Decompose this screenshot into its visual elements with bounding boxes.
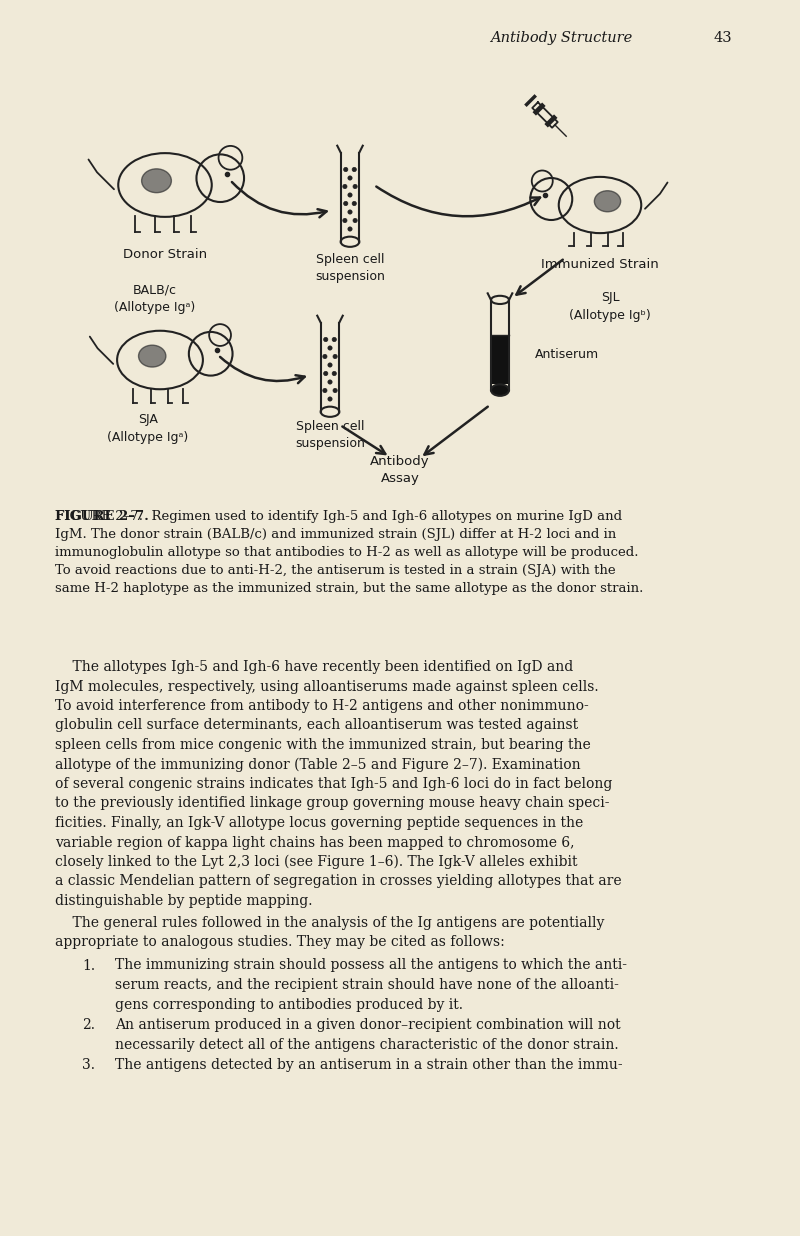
Bar [491, 335, 509, 384]
Circle shape [344, 167, 348, 172]
Text: spleen cells from mice congenic with the immunized strain, but bearing the: spleen cells from mice congenic with the… [55, 738, 590, 751]
Text: 3.: 3. [82, 1058, 95, 1072]
Text: FIGURE 2–7.: FIGURE 2–7. [55, 510, 149, 523]
Circle shape [328, 397, 332, 402]
Text: BALB/c: BALB/c [133, 283, 177, 297]
Circle shape [348, 193, 352, 197]
Circle shape [328, 363, 332, 367]
Circle shape [348, 227, 352, 231]
Text: The general rules followed in the analysis of the Ig antigens are potentially: The general rules followed in the analys… [55, 916, 604, 929]
Circle shape [322, 355, 327, 358]
Text: closely linked to the Lyt 2,3 loci (see Figure 1–6). The Igk-V alleles exhibit: closely linked to the Lyt 2,3 loci (see … [55, 855, 578, 869]
Text: The immunizing strain should possess all the antigens to which the anti-: The immunizing strain should possess all… [115, 958, 627, 973]
Circle shape [328, 379, 332, 384]
Text: Antibody
Assay: Antibody Assay [370, 455, 430, 485]
Circle shape [353, 184, 358, 189]
Text: Spleen cell
suspension: Spleen cell suspension [315, 253, 385, 283]
Text: ficities. Finally, an Igk-V allotype locus governing peptide sequences in the: ficities. Finally, an Igk-V allotype loc… [55, 816, 583, 831]
Text: SJA: SJA [138, 414, 158, 426]
Text: to the previously identified linkage group governing mouse heavy chain speci-: to the previously identified linkage gro… [55, 796, 610, 811]
Circle shape [324, 337, 328, 341]
Text: 2.: 2. [82, 1018, 95, 1032]
Text: appropriate to analogous studies. They may be cited as follows:: appropriate to analogous studies. They m… [55, 934, 505, 949]
Text: (Allotype Igᵃ): (Allotype Igᵃ) [114, 302, 196, 314]
Text: Antiserum: Antiserum [535, 349, 599, 361]
Circle shape [333, 388, 338, 393]
Text: necessarily detect all of the antigens characteristic of the donor strain.: necessarily detect all of the antigens c… [115, 1037, 618, 1052]
Ellipse shape [594, 190, 621, 211]
Text: distinguishable by peptide mapping.: distinguishable by peptide mapping. [55, 894, 313, 908]
Text: a classic Mendelian pattern of segregation in crosses yielding allotypes that ar: a classic Mendelian pattern of segregati… [55, 875, 622, 889]
Circle shape [328, 346, 332, 350]
Circle shape [324, 371, 328, 376]
Circle shape [348, 210, 352, 214]
Text: serum reacts, and the recipient strain should have none of the alloanti-: serum reacts, and the recipient strain s… [115, 978, 619, 993]
Circle shape [333, 355, 338, 358]
Text: IgM molecules, respectively, using alloantiserums made against spleen cells.: IgM molecules, respectively, using alloa… [55, 680, 598, 693]
Circle shape [348, 176, 352, 180]
Ellipse shape [138, 345, 166, 367]
Text: An antiserum produced in a given donor–recipient combination will not: An antiserum produced in a given donor–r… [115, 1018, 621, 1032]
Text: variable region of kappa light chains has been mapped to chromosome 6,: variable region of kappa light chains ha… [55, 836, 574, 849]
Text: Antibody Structure: Antibody Structure [490, 31, 632, 44]
Text: Immunized Strain: Immunized Strain [541, 258, 659, 272]
Text: The allotypes Igh-5 and Igh-6 have recently been identified on IgD and: The allotypes Igh-5 and Igh-6 have recen… [55, 660, 574, 674]
Text: Spleen cell
suspension: Spleen cell suspension [295, 420, 365, 450]
Circle shape [332, 337, 336, 341]
Circle shape [352, 167, 356, 172]
Text: The antigens detected by an antiserum in a strain other than the immu-: The antigens detected by an antiserum in… [115, 1058, 622, 1072]
Text: (Allotype Igᵃ): (Allotype Igᵃ) [107, 431, 189, 445]
Ellipse shape [142, 169, 171, 193]
Text: FIGURE 2–7.  Regimen used to identify Igh-5 and Igh-6 allotypes on murine IgD an: FIGURE 2–7. Regimen used to identify Igh… [55, 510, 643, 595]
Text: SJL: SJL [601, 292, 619, 304]
Circle shape [344, 201, 348, 205]
Circle shape [332, 371, 336, 376]
Circle shape [342, 219, 347, 222]
Text: (Allotype Igᵇ): (Allotype Igᵇ) [569, 309, 651, 323]
Text: globulin cell surface determinants, each alloantiserum was tested against: globulin cell surface determinants, each… [55, 718, 578, 733]
Text: To avoid interference from antibody to H-2 antigens and other nonimmuno-: To avoid interference from antibody to H… [55, 700, 589, 713]
Circle shape [352, 201, 356, 205]
Text: 43: 43 [714, 31, 733, 44]
Text: Donor Strain: Donor Strain [123, 248, 207, 262]
Circle shape [322, 388, 327, 393]
Ellipse shape [491, 384, 509, 396]
Text: 1.: 1. [82, 958, 95, 973]
Text: allotype of the immunizing donor (Table 2–5 and Figure 2–7). Examination: allotype of the immunizing donor (Table … [55, 758, 581, 772]
Text: of several congenic strains indicates that Igh-5 and Igh-6 loci do in fact belon: of several congenic strains indicates th… [55, 777, 612, 791]
Circle shape [353, 219, 358, 222]
Text: gens corresponding to antibodies produced by it.: gens corresponding to antibodies produce… [115, 997, 463, 1011]
Circle shape [342, 184, 347, 189]
